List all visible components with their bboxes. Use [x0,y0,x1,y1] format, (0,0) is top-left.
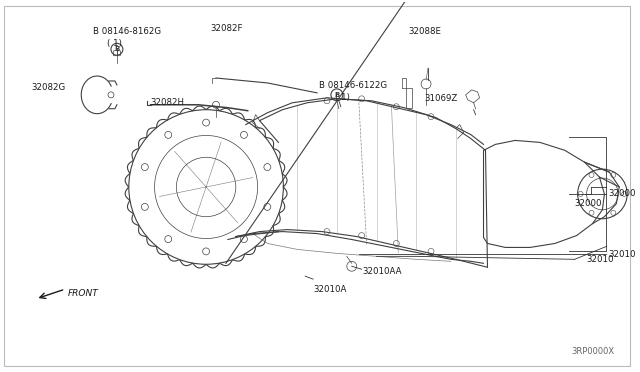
Text: 32082G: 32082G [32,83,66,92]
Text: B 08146-6122G: B 08146-6122G [319,81,387,90]
Text: B 08146-8162G: B 08146-8162G [93,27,161,36]
Text: 32010: 32010 [587,255,614,264]
Text: B: B [115,46,120,52]
Text: 32010AA: 32010AA [363,267,402,276]
Text: 32088E: 32088E [408,27,441,36]
Text: B: B [334,92,339,98]
Text: FRONT: FRONT [67,289,98,298]
Text: 3RP0000X: 3RP0000X [571,347,614,356]
Text: 31069Z: 31069Z [424,94,458,103]
Text: ( 1): ( 1) [107,39,122,48]
Text: 32010: 32010 [609,250,636,259]
Text: 32000: 32000 [609,189,636,198]
Text: 32000: 32000 [575,199,602,208]
Text: 32082H: 32082H [150,98,184,107]
Text: ( 1): ( 1) [335,93,350,102]
Text: 32082F: 32082F [210,24,243,33]
Text: 32010A: 32010A [313,285,346,294]
